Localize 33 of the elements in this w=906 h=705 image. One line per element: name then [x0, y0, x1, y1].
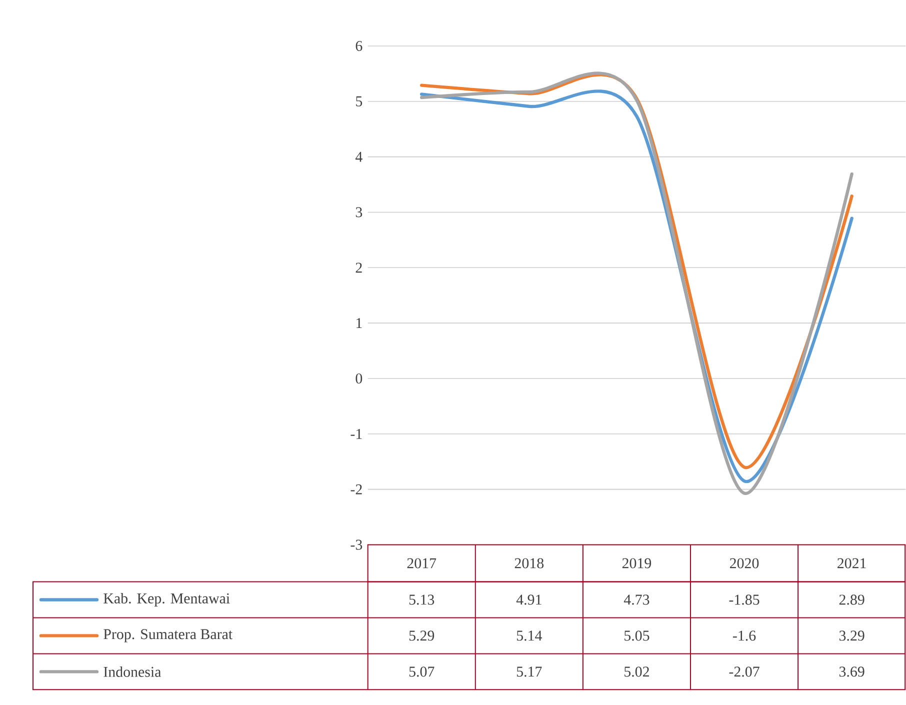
y-tick-label: 6: [356, 41, 362, 52]
legend-label: Prop. Sumatera Barat: [104, 629, 232, 642]
data-label: 3.69: [839, 666, 864, 677]
data-label: 2.89: [839, 594, 864, 605]
legend-label: Kab. Kep. Mentawai: [104, 593, 230, 607]
data-label: -1.6: [732, 630, 756, 641]
data-label: -2.07: [729, 666, 760, 677]
data-label: 5.14: [516, 630, 542, 641]
data-label: 5.13: [409, 594, 434, 605]
x-tick-label: 2018: [514, 558, 544, 568]
data-label: 5.29: [409, 630, 434, 641]
data-label: 5.07: [409, 666, 434, 677]
y-tick-label: -3: [350, 540, 362, 550]
data-label: 5.17: [516, 666, 542, 677]
y-tick-label: 1: [356, 318, 362, 328]
x-tick-label: 2020: [730, 558, 759, 568]
data-label: 3.29: [839, 630, 864, 641]
data-label: 4.91: [516, 594, 542, 605]
y-tick-label: -2: [350, 484, 362, 494]
y-tick-label: -1: [350, 429, 362, 439]
x-tick-label: 2021: [838, 558, 866, 568]
legend-label: Indonesia: [104, 666, 162, 678]
x-tick-label: 2017: [407, 558, 436, 568]
y-tick-label: 2: [356, 262, 362, 273]
x-tick-label: 2019: [622, 558, 652, 568]
y-tick-label: 3: [356, 207, 362, 218]
data-label: 5.05: [624, 630, 650, 641]
data-label: 5.02: [624, 666, 649, 677]
y-tick-label: 5: [356, 96, 362, 107]
data-label: 4.73: [624, 594, 650, 605]
y-tick-label: 0: [356, 374, 362, 384]
y-tick-label: 4: [355, 152, 362, 162]
data-label: -1.85: [729, 594, 760, 605]
